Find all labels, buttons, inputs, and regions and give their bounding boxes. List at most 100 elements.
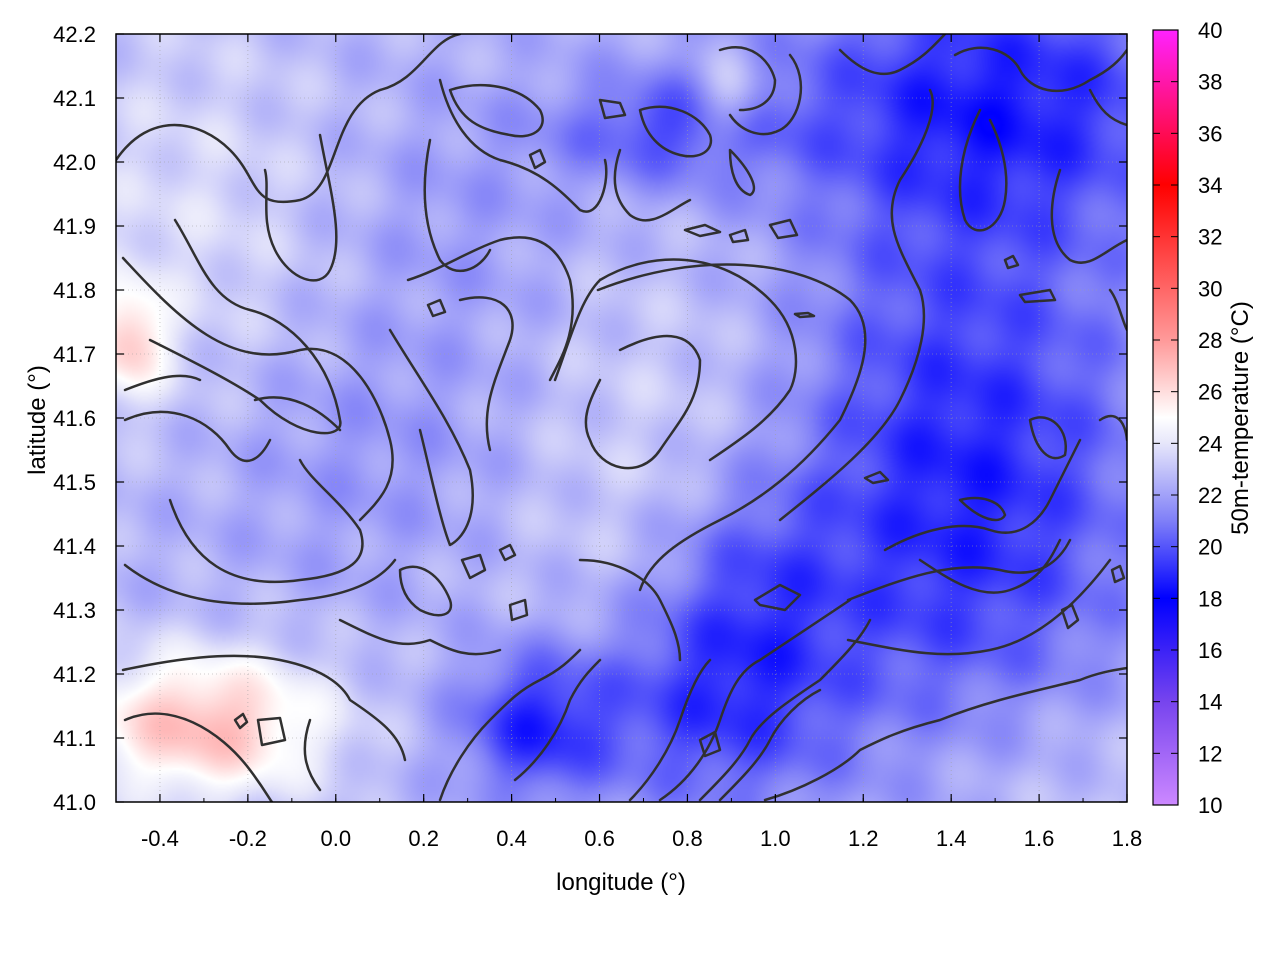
contour-line [728,53,803,136]
y-tick-label: 41.0 [53,790,96,815]
contour-line [498,543,517,562]
contour-line [763,666,1127,802]
contour-line [303,718,322,792]
contour-line [123,410,272,462]
contour-line [1018,288,1057,304]
contour-line [598,98,627,120]
contour-line [406,236,574,382]
contour-line [553,258,798,462]
contour-line [116,34,462,204]
contour-line [698,730,722,758]
colorbar-tick-label: 36 [1198,121,1222,146]
contour-line [658,598,852,802]
contour-line [1108,288,1127,332]
colorbar-tick-label: 28 [1198,328,1222,353]
colorbar-tick-label: 30 [1198,276,1222,301]
colorbar-ticks: 10 12 14 16 18 20 22 24 26 28 30 32 34 36 38 40 [1153,18,1222,818]
x-tick-label: -0.2 [229,826,267,851]
y-tick-label: 42.2 [53,22,96,47]
y-tick-label: 41.4 [53,534,96,559]
colorbar: 10 12 14 16 18 20 22 24 26 28 30 32 34 36 38 40 50m-tem… [1152,18,1254,818]
contour-line [123,558,397,605]
y-tick-label: 42.0 [53,150,96,175]
x-tick-label: 0.8 [672,826,703,851]
colorbar-tick-label: 12 [1198,741,1222,766]
y-tick-label: 42.1 [53,86,96,111]
contour-line [958,496,1007,522]
contour-line [426,298,447,318]
contour-line [584,334,702,470]
colorbar-tick-label: 34 [1198,173,1222,198]
colorbar-tick-label: 20 [1198,535,1222,560]
contour-line [1088,88,1127,127]
colorbar-tick-label: 38 [1198,70,1222,95]
contour-line [638,105,713,158]
y-axis-label: latitude (°) [24,365,51,475]
contour-line [768,218,799,240]
colorbar-tick-label: 32 [1198,225,1222,250]
x-tick-label: 1.8 [1112,826,1143,851]
contour-line [1110,564,1126,584]
contour-line [846,538,1072,602]
y-tick-label: 41.2 [53,662,96,687]
contour-line [338,618,502,656]
y-tick-label: 41.3 [53,598,96,623]
contour-line [398,565,453,617]
contour-line [578,558,682,662]
contour-line [1003,254,1020,270]
x-tick-label: 0.2 [408,826,439,851]
colorbar-tick-label: 40 [1198,18,1222,43]
y-tick-label: 41.7 [53,342,96,367]
contour-line [148,218,342,435]
contour-line [628,658,712,802]
x-tick-label: 1.6 [1024,826,1055,851]
contour-line [388,328,474,547]
contour-line [1050,168,1127,264]
temperature-field [116,34,1127,802]
contour-line [256,716,287,747]
colorbar-tick-label: 24 [1198,431,1222,456]
contour-line [728,148,756,197]
contour-line [168,458,364,584]
contour-line [596,263,867,592]
contour-line [683,223,722,238]
contour-line [863,470,890,485]
contour-line [123,712,274,802]
colorbar-tick-label: 14 [1198,690,1222,715]
contour-line [728,228,750,244]
contour-line [121,256,394,522]
x-tick-label: -0.4 [141,826,179,851]
contour-line [438,648,582,802]
contour-line [513,658,602,782]
contour-line [448,84,544,138]
contour-line [838,34,947,76]
colorbar-tick-label: 26 [1198,380,1222,405]
colorbar-tick-label: 22 [1198,483,1222,508]
contour-line [718,688,822,802]
contour-line [423,138,492,272]
temperature-heatmap-image [116,34,1127,802]
x-axis-label: longitude (°) [556,869,686,896]
contour-line [953,46,1127,93]
y-tick-label: 41.5 [53,470,96,495]
y-tick-label: 41.6 [53,406,96,431]
contour-line [613,148,692,222]
contour-line [753,583,802,612]
contour-line [958,108,1008,232]
contour-line [1060,603,1080,630]
contour-lines [116,34,1127,802]
y-tick-label: 41.8 [53,278,96,303]
colorbar-label: 50m-temperature (°C) [1227,301,1254,535]
contour-line [253,396,342,432]
colorbar-tick-label: 10 [1198,793,1222,818]
y-tick-label: 41.9 [53,214,96,239]
contour-line [508,598,529,622]
contour-line [438,78,608,213]
contour-line [233,712,249,730]
x-tick-label: 1.0 [760,826,791,851]
contour-line [846,558,1112,656]
contour-line [1028,416,1068,460]
x-tick-label: 0.4 [496,826,527,851]
contour-line [123,374,202,392]
